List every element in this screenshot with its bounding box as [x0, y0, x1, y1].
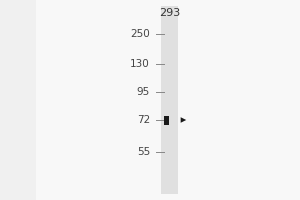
Bar	[161, 6, 178, 194]
Bar	[36, 0, 300, 200]
Text: 130: 130	[130, 59, 150, 69]
Text: 293: 293	[159, 8, 180, 18]
Bar	[164, 116, 169, 124]
Text: 72: 72	[137, 115, 150, 125]
Text: 55: 55	[137, 147, 150, 157]
Text: 95: 95	[137, 87, 150, 97]
Text: 250: 250	[130, 29, 150, 39]
